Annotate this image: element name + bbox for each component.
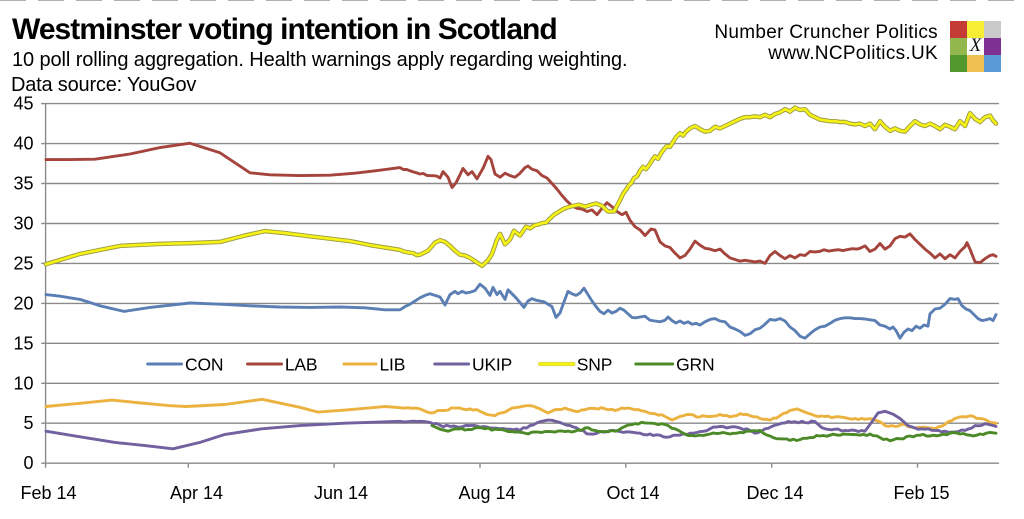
svg-text:15: 15 xyxy=(13,333,33,353)
svg-text:35: 35 xyxy=(13,174,33,194)
svg-text:0: 0 xyxy=(23,453,33,473)
svg-text:CON: CON xyxy=(185,355,223,375)
svg-text:LAB: LAB xyxy=(285,355,317,375)
svg-text:10: 10 xyxy=(13,373,33,393)
svg-text:Dec 14: Dec 14 xyxy=(746,483,803,503)
svg-text:Jun 14: Jun 14 xyxy=(314,483,368,503)
svg-text:GRN: GRN xyxy=(676,355,714,375)
svg-text:30: 30 xyxy=(13,214,33,234)
svg-text:45: 45 xyxy=(13,94,33,114)
svg-text:UKIP: UKIP xyxy=(472,355,512,375)
svg-text:20: 20 xyxy=(13,293,33,313)
svg-text:5: 5 xyxy=(23,413,33,433)
svg-text:25: 25 xyxy=(13,253,33,273)
svg-text:SNP: SNP xyxy=(577,355,612,375)
svg-text:Feb 15: Feb 15 xyxy=(893,483,949,503)
svg-text:40: 40 xyxy=(13,134,33,154)
svg-text:Aug 14: Aug 14 xyxy=(458,483,515,503)
svg-text:LIB: LIB xyxy=(380,355,406,375)
svg-text:Apr 14: Apr 14 xyxy=(170,483,223,503)
svg-text:Oct 14: Oct 14 xyxy=(606,483,659,503)
svg-text:Feb 14: Feb 14 xyxy=(20,483,76,503)
